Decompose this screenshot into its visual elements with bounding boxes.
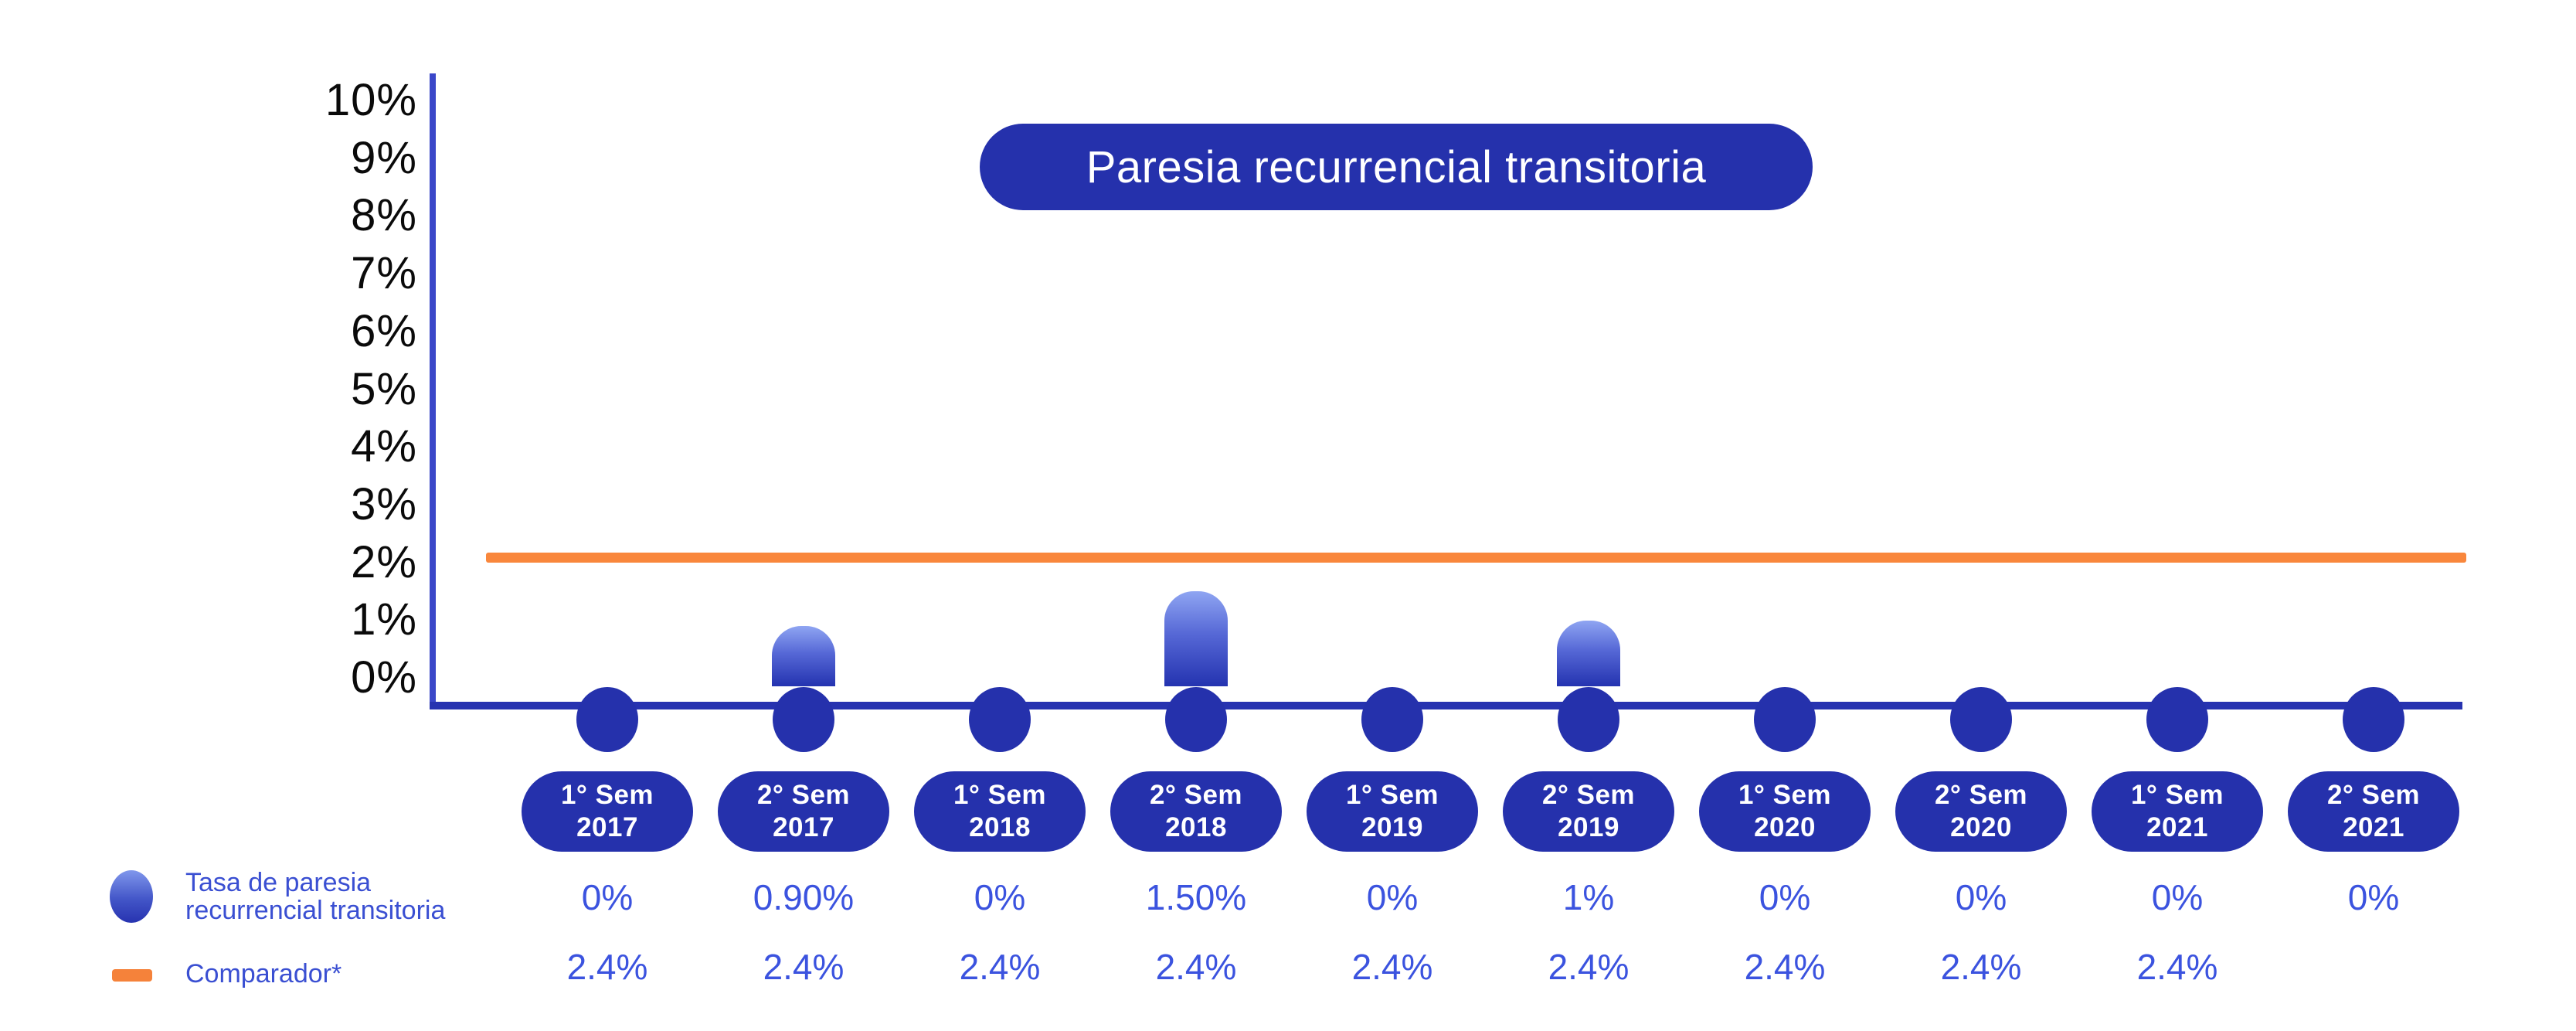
chart-title: Paresia recurrencial transitoria	[1086, 141, 1707, 192]
value-tasa: 0.90%	[753, 877, 855, 917]
value-comparador: 2.4%	[566, 947, 648, 987]
x-category-pill: 2° Sem 2017	[718, 771, 889, 852]
legend-comparador-label: Comparador*	[185, 959, 342, 988]
value-tasa: 0%	[974, 877, 1026, 917]
x-category-pill: 2° Sem 2020	[1895, 771, 2067, 852]
x-category-label-line1: 1° Sem	[2130, 780, 2224, 810]
legend-dash-icon	[112, 969, 152, 982]
y-axis-label: 7%	[351, 248, 417, 299]
x-category-label-line1: 1° Sem	[560, 780, 654, 810]
data-dot	[773, 687, 834, 752]
bar	[1164, 591, 1228, 686]
x-category-pill: 1° Sem 2018	[914, 771, 1086, 852]
data-dot	[1754, 687, 1816, 752]
x-category-label-line1: 1° Sem	[953, 780, 1047, 810]
value-comparador: 2.4%	[1155, 947, 1237, 987]
y-axis-label: 4%	[351, 421, 417, 472]
y-axis-label: 5%	[351, 363, 417, 414]
y-axis-label: 0%	[351, 652, 417, 703]
x-category-pill: 2° Sem 2019	[1503, 771, 1674, 852]
x-category-label-line2: 2020	[1754, 812, 1816, 842]
x-category-pill: 1° Sem 2019	[1307, 771, 1478, 852]
x-axis-line	[430, 702, 2462, 709]
x-category-label-line2: 2021	[2146, 812, 2208, 842]
value-tasa: 0%	[1759, 877, 1811, 917]
data-dot	[1165, 687, 1227, 752]
y-axis-label: 9%	[351, 132, 417, 183]
data-dot	[2343, 687, 2404, 752]
x-category-pill: 1° Sem 2017	[522, 771, 693, 852]
legend-tasa-label: Tasa de paresia recurrencial transitoria	[185, 869, 445, 924]
value-comparador: 2.4%	[1744, 947, 1826, 987]
y-axis-label: 1%	[351, 594, 417, 645]
legend-tasa-label-line1: Tasa de paresia	[185, 868, 372, 897]
data-dot	[576, 687, 638, 752]
x-category-label-line1: 2° Sem	[756, 780, 851, 810]
x-category-label-line2: 2018	[969, 812, 1031, 842]
value-tasa: 1%	[1562, 877, 1615, 917]
value-tasa: 0%	[581, 877, 634, 917]
x-category-pill: 1° Sem 2020	[1699, 771, 1871, 852]
x-category-pill: 2° Sem 2021	[2288, 771, 2459, 852]
value-comparador: 2.4%	[1351, 947, 1433, 987]
value-comparador: 2.4%	[763, 947, 845, 987]
bar	[772, 626, 835, 686]
x-category-pill: 1° Sem 2021	[2092, 771, 2263, 852]
y-axis-line	[430, 73, 436, 709]
value-tasa: 0%	[2151, 877, 2204, 917]
x-category-label-line2: 2019	[1361, 812, 1423, 842]
data-dot	[1950, 687, 2012, 752]
y-axis-label: 2%	[351, 536, 417, 587]
x-category-label-line1: 2° Sem	[1541, 780, 1636, 810]
x-category-label-line2: 2017	[773, 812, 834, 842]
value-comparador: 2.4%	[1940, 947, 2022, 987]
x-category-label-line1: 2° Sem	[1934, 780, 2028, 810]
data-dot	[2146, 687, 2208, 752]
y-axis-label: 6%	[351, 305, 417, 356]
value-comparador: 2.4%	[959, 947, 1041, 987]
value-tasa: 0%	[1955, 877, 2007, 917]
legend-dot-icon	[110, 870, 153, 923]
x-category-label-line2: 2021	[2343, 812, 2404, 842]
value-tasa: 1.50%	[1145, 877, 1247, 917]
y-axis-label: 10%	[325, 75, 417, 125]
bar	[1557, 621, 1620, 686]
legend-tasa-label-line2: recurrencial transitoria	[185, 896, 446, 925]
x-category-label-line2: 2019	[1558, 812, 1619, 842]
x-category-label-line2: 2018	[1165, 812, 1227, 842]
y-axis-label: 3%	[351, 478, 417, 529]
x-category-label-line1: 2° Sem	[2326, 780, 2421, 810]
comparator-line	[486, 553, 2466, 563]
value-comparador: 2.4%	[1548, 947, 1630, 987]
x-category-label-line2: 2020	[1950, 812, 2012, 842]
data-dot	[1361, 687, 1423, 752]
x-category-label-line1: 2° Sem	[1149, 780, 1243, 810]
x-category-pill: 2° Sem 2018	[1110, 771, 1282, 852]
value-comparador: 2.4%	[2136, 947, 2218, 987]
data-dot	[969, 687, 1031, 752]
chart-title-pill: Paresia recurrencial transitoria	[980, 124, 1813, 210]
x-category-label-line1: 1° Sem	[1738, 780, 1832, 810]
data-dot	[1558, 687, 1619, 752]
value-tasa: 0%	[2347, 877, 2400, 917]
x-category-label-line2: 2017	[576, 812, 638, 842]
y-axis-label: 8%	[351, 190, 417, 241]
x-category-label-line1: 1° Sem	[1345, 780, 1439, 810]
value-tasa: 0%	[1366, 877, 1419, 917]
